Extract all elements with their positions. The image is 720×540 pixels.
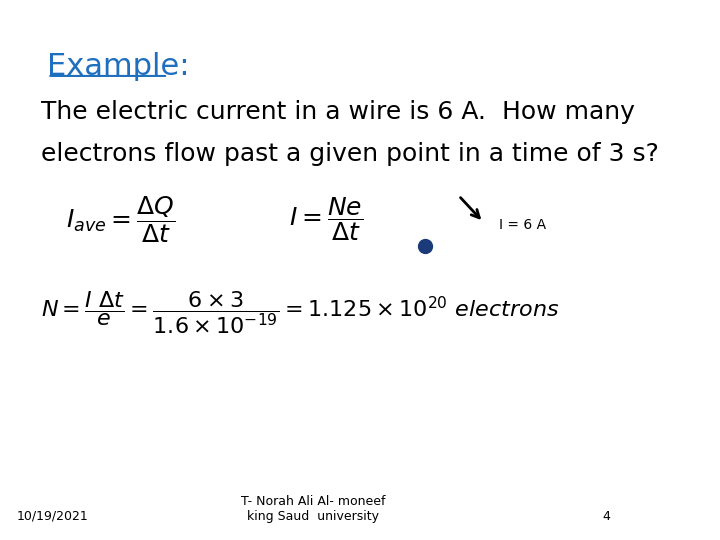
Text: 4: 4 [602,510,610,523]
Text: 10/19/2021: 10/19/2021 [17,510,89,523]
Text: electrons flow past a given point in a time of 3 s?: electrons flow past a given point in a t… [41,143,659,166]
Text: The electric current in a wire is 6 A.  How many: The electric current in a wire is 6 A. H… [41,100,635,124]
Text: $I = \dfrac{Ne}{\Delta t}$: $I = \dfrac{Ne}{\Delta t}$ [289,195,363,244]
Text: T- Norah Ali Al- moneef
king Saud  university: T- Norah Ali Al- moneef king Saud univer… [241,495,386,523]
Text: $N = \dfrac{I\ \Delta t}{e} = \dfrac{6 \times 3}{1.6 \times 10^{-19}} = 1.125 \t: $N = \dfrac{I\ \Delta t}{e} = \dfrac{6 \… [41,289,559,336]
Text: I = 6 A: I = 6 A [499,218,546,232]
Text: Example:: Example: [48,52,190,81]
Text: $I_{ave} = \dfrac{\Delta Q}{\Delta t}$: $I_{ave} = \dfrac{\Delta Q}{\Delta t}$ [66,194,176,245]
